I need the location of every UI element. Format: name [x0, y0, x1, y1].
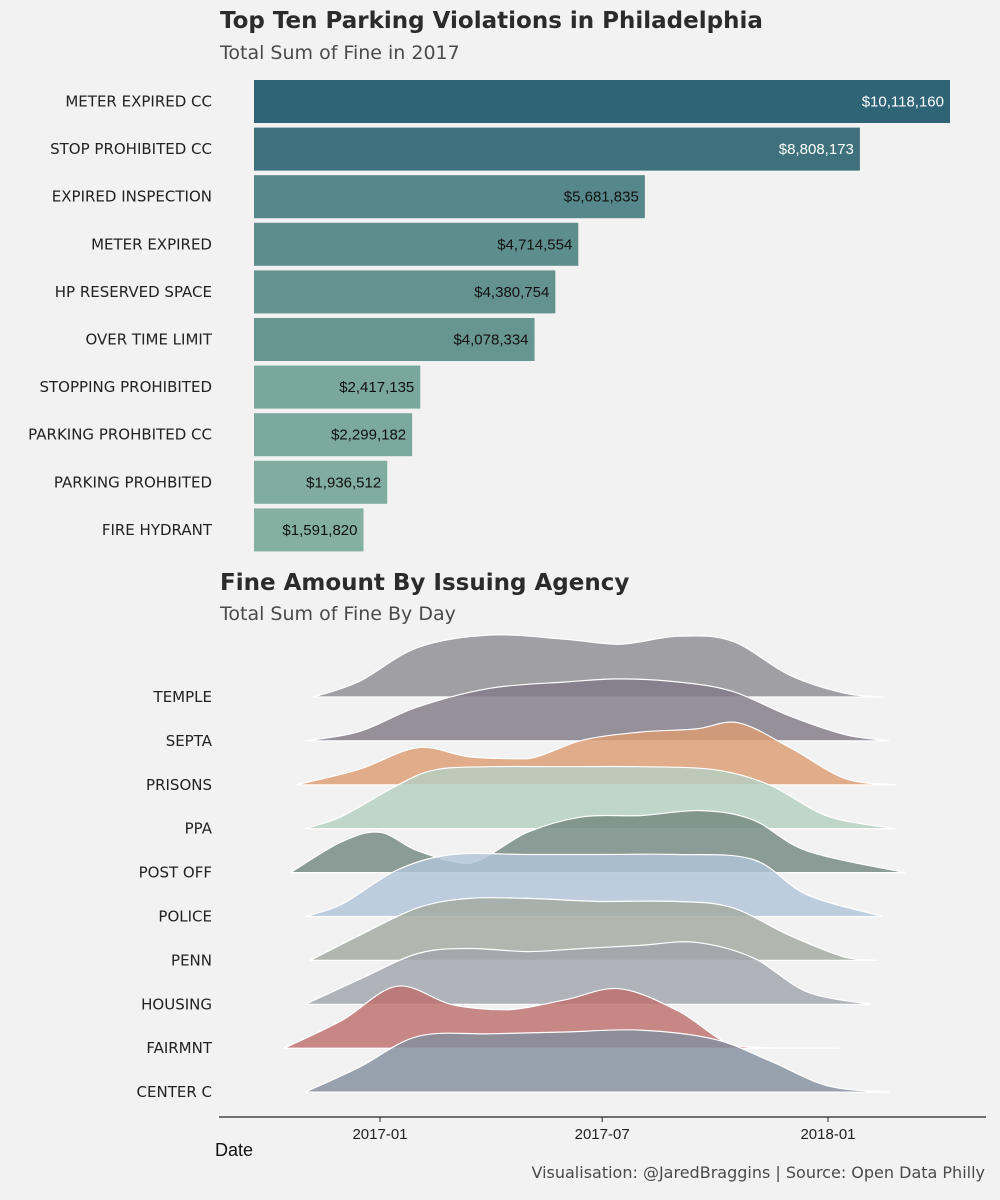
category-label: PARKING PROHBITED CC [28, 426, 212, 444]
category-label: HP RESERVED SPACE [55, 283, 212, 301]
value-label: $1,936,512 [306, 474, 381, 491]
category-label: METER EXPIRED CC [65, 93, 212, 111]
category-label: PARKING PROHBITED [54, 473, 212, 491]
agency-label: POLICE [158, 908, 212, 926]
value-label: $4,078,334 [453, 332, 528, 349]
bar [254, 413, 413, 457]
value-label: $1,591,820 [282, 522, 357, 539]
agency-label: POST OFF [139, 864, 212, 882]
bar-chart-title: Top Ten Parking Violations in Philadelph… [220, 8, 763, 34]
source-caption: Visualisation: @JaredBraggins | Source: … [531, 1163, 985, 1182]
ridge-area [304, 941, 872, 1005]
ridge-area [284, 985, 839, 1049]
agency-label: CENTER C [137, 1083, 212, 1101]
ridge-chart-subtitle: Total Sum of Fine By Day [220, 603, 456, 625]
bar [254, 460, 388, 504]
value-label: $5,681,835 [564, 189, 639, 206]
bar [254, 365, 421, 409]
bar [254, 175, 645, 219]
agency-label: PENN [171, 951, 212, 969]
bar [254, 80, 950, 123]
bar-chart: METER EXPIRED CC $10,118,160 STOP PROHIBIT… [28, 80, 950, 552]
x-axis-label: Date [215, 1140, 254, 1160]
ridge-area [304, 1029, 890, 1093]
x-tick-label: 2018-01 [800, 1126, 855, 1143]
value-label: $4,380,754 [474, 284, 549, 301]
ridge-area [304, 765, 896, 830]
category-label: STOPPING PROHIBITED [40, 378, 213, 396]
category-label: METER EXPIRED [91, 235, 212, 253]
agency-label: FAIRMNT [146, 1039, 213, 1057]
bar [254, 127, 860, 171]
bar [254, 318, 535, 361]
agency-label: HOUSING [141, 995, 212, 1013]
value-label: $2,417,135 [339, 379, 414, 396]
category-label: EXPIRED INSPECTION [52, 188, 212, 206]
bar [254, 270, 556, 314]
category-label: FIRE HYDRANT [102, 521, 213, 539]
ridge-chart-title: Fine Amount By Issuing Agency [220, 570, 630, 596]
category-label: STOP PROHIBITED CC [50, 140, 212, 158]
category-label: OVER TIME LIMIT [85, 331, 212, 349]
bar [254, 508, 364, 552]
ridge-area [288, 809, 906, 874]
x-tick-label: 2017-01 [352, 1126, 407, 1143]
value-label: $2,299,182 [331, 427, 406, 444]
agency-label: TEMPLE [153, 688, 212, 706]
agency-label: PPA [185, 820, 213, 838]
value-label: $4,714,554 [497, 236, 572, 253]
value-label: $8,808,173 [779, 141, 854, 158]
agency-label: PRISONS [146, 776, 212, 794]
ridge-area [309, 897, 878, 961]
x-tick-label: 2017-07 [575, 1126, 630, 1143]
bar-chart-subtitle: Total Sum of Fine in 2017 [220, 42, 460, 64]
agency-label: SEPTA [166, 732, 213, 750]
ridge-area [313, 634, 884, 698]
bar [254, 222, 579, 266]
value-label: $10,118,160 [862, 94, 944, 111]
